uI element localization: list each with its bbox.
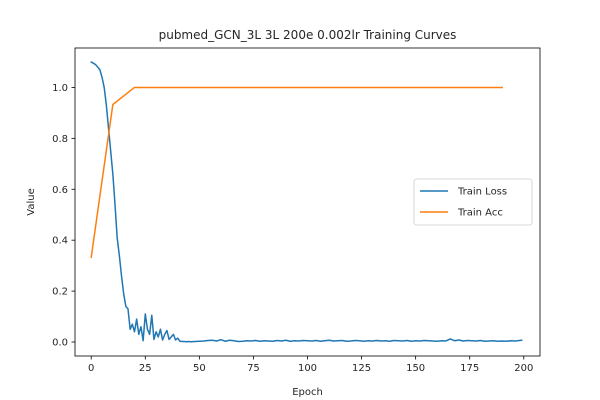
x-tick-label: 75 (247, 363, 260, 374)
y-tick-label: 0.8 (52, 134, 68, 145)
y-tick-label: 0.4 (52, 236, 68, 247)
x-tick-label: 200 (514, 363, 533, 374)
y-axis: 0.0 0.2 0.4 0.6 0.8 1.0 (52, 83, 75, 349)
x-tick-label: 150 (406, 363, 425, 374)
x-axis-label: Epoch (292, 387, 323, 398)
legend-label-0: Train Loss (457, 187, 507, 198)
x-tick-label: 125 (352, 363, 371, 374)
x-tick-label: 175 (460, 363, 479, 374)
x-tick-label: 25 (139, 363, 152, 374)
x-tick-label: 50 (193, 363, 206, 374)
y-tick-label: 0.6 (52, 185, 68, 196)
y-tick-label: 0.2 (52, 287, 68, 298)
legend-label-1: Train Acc (457, 208, 503, 219)
series-line-1 (90, 86, 503, 259)
chart-title: pubmed_GCN_3L 3L 200e 0.002lr Training C… (159, 28, 457, 42)
x-tick-label: 100 (298, 363, 317, 374)
y-tick-label: 1.0 (52, 83, 68, 94)
y-tick-label: 0.0 (52, 338, 68, 349)
y-axis-label: Value (26, 188, 37, 215)
legend: Train Loss Train Acc (413, 178, 533, 226)
x-tick-label: 0 (88, 363, 94, 374)
x-axis: 0 25 50 75 100 125 150 175 200 (88, 356, 533, 374)
series-line-0 (90, 60, 523, 343)
